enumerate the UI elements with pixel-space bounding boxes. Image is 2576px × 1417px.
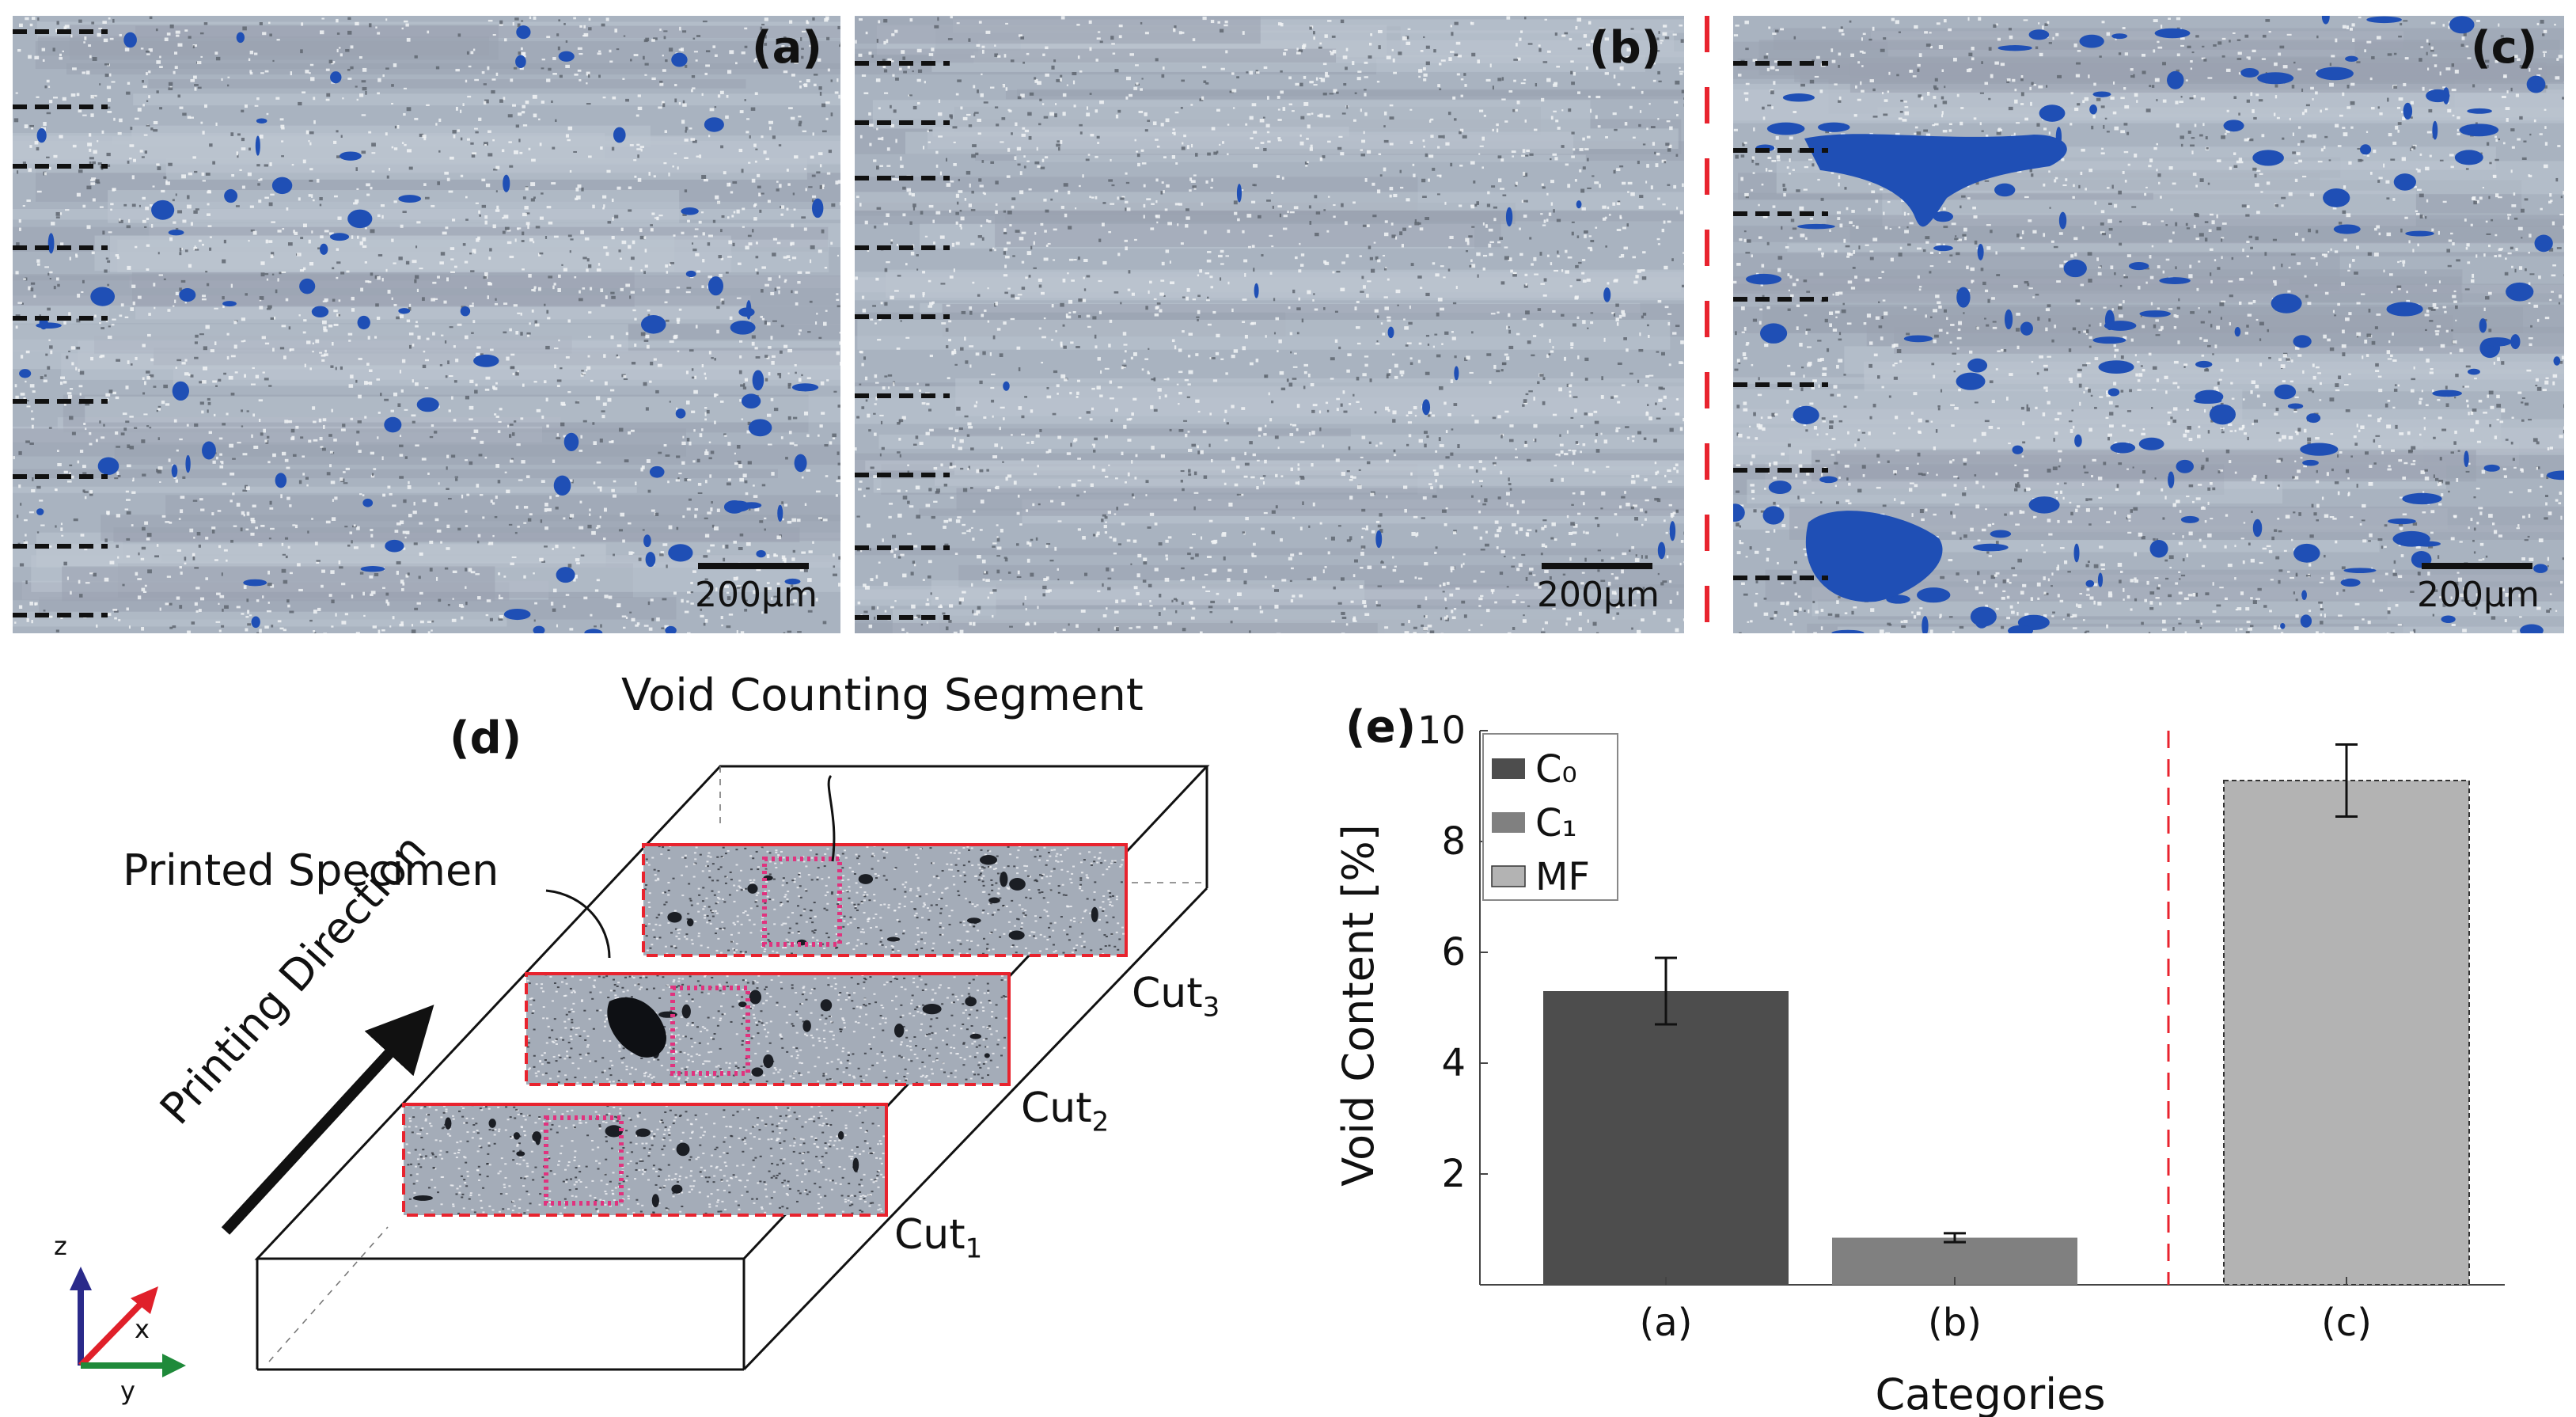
legend-swatch [1492, 758, 1525, 779]
panel-label-a: (a) [752, 22, 822, 74]
cut-label-1: Cut1 [894, 1211, 983, 1265]
legend-label: MF [1535, 855, 1590, 899]
scale-bar-label-c: 200µm [2417, 575, 2540, 615]
y-tick-label: 4 [1441, 1041, 1466, 1085]
bar-c [2223, 780, 2470, 1286]
printed-specimen-leader-line [545, 889, 611, 959]
micrograph-c [1733, 16, 2564, 633]
cut-label-2: Cut2 [1021, 1085, 1110, 1138]
chart-legend: C₀ C₁ MF [1482, 733, 1618, 901]
panel-separator-line [1705, 16, 1709, 633]
axis-label-x: x [135, 1314, 150, 1344]
y-tick-label: 2 [1441, 1152, 1466, 1196]
printed-specimen-label: Printed Specimen [123, 845, 499, 895]
hidden-edges [268, 766, 1207, 1362]
panel-label-b: (b) [1589, 22, 1662, 74]
x-tick-label: (b) [1928, 1301, 1982, 1345]
y-tick-label: 6 [1441, 930, 1466, 974]
bar-a [1543, 991, 1789, 1285]
cut-label-3: Cut3 [1132, 970, 1220, 1024]
micrograph-a [13, 16, 840, 633]
void-content-chart: 2 4 6 8 10 (a) (b) (c) Categories Void Content [%… [1334, 708, 2505, 1417]
x-tick-label: (a) [1640, 1301, 1693, 1345]
error-bar [1944, 1232, 1966, 1244]
specimen-diagram [70, 765, 1210, 1377]
panel-label-d: (d) [450, 712, 522, 764]
x-axis-label: Categories [1875, 1370, 2105, 1417]
scale-bar-label-a: 200µm [695, 575, 818, 615]
micrograph-b [855, 16, 1684, 633]
axis-label-y: y [120, 1376, 135, 1406]
legend-label: C₁ [1535, 801, 1577, 845]
legend-label: C₀ [1535, 747, 1577, 792]
legend-swatch [1492, 812, 1525, 833]
y-axis-label: Void Content [%] [1334, 824, 1383, 1187]
cut-slice-2 [525, 972, 1011, 1086]
coordinate-axes [70, 1267, 186, 1377]
cut-slice-1 [402, 1103, 888, 1217]
printing-direction-arrow [221, 1005, 434, 1235]
y-tick-label: 10 [1417, 708, 1466, 753]
y-tick-label: 8 [1441, 819, 1466, 864]
panel-label-c: (c) [2471, 22, 2538, 74]
void-segment-leader-line [827, 774, 836, 862]
x-tick-label: (c) [2321, 1301, 2372, 1345]
scale-bar-label-b: 200µm [1537, 575, 1660, 615]
legend-swatch [1491, 865, 1526, 887]
axis-label-z: z [54, 1231, 67, 1261]
panel-label-e: (e) [1345, 701, 1417, 753]
cut-slice-3 [642, 843, 1128, 957]
void-counting-segment-label: Void Counting Segment [621, 670, 1144, 721]
error-bar [1655, 956, 1677, 1026]
error-bar [2335, 743, 2358, 818]
box-right-bottom-edge [742, 887, 1208, 1371]
